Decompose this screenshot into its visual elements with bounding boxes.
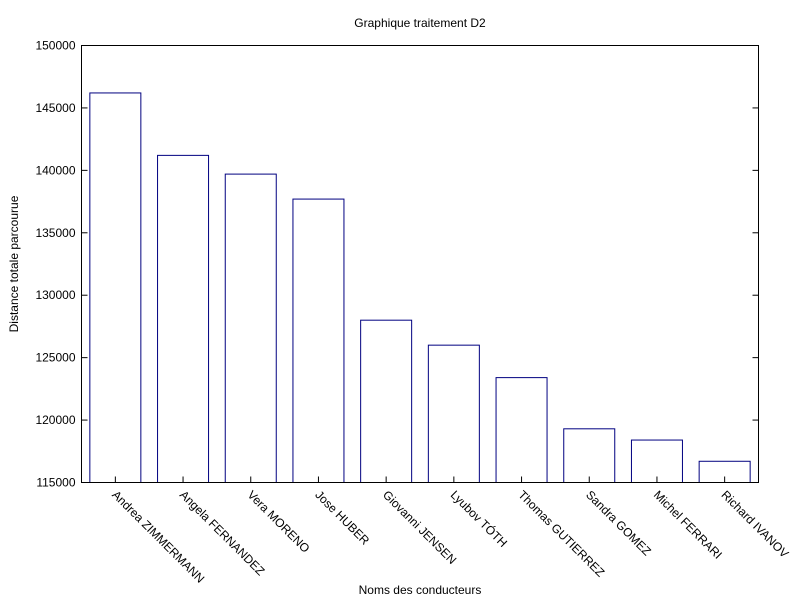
bar	[157, 154, 210, 483]
bar	[563, 428, 616, 484]
x-tick-label: Vera MORENO	[245, 488, 313, 556]
bar	[495, 377, 548, 483]
bar	[427, 344, 480, 483]
x-tick-label: Sandra GOMEZ	[583, 488, 654, 559]
x-axis-label: Noms des conducteurs	[359, 583, 482, 597]
plot-area: 115000 120000 125000 130000 135000 140000 1450…	[35, 39, 791, 586]
x-tick-label: Lyubov TÓTH	[448, 487, 511, 550]
bar	[224, 173, 277, 484]
plot-frame	[81, 45, 759, 483]
x-tick-label: Giovanni JENSEN	[380, 488, 459, 567]
bar	[292, 198, 345, 483]
x-tick-label: Jose HUBER	[312, 488, 372, 548]
bar	[360, 319, 413, 483]
y-tick-label: 120000	[35, 413, 75, 427]
x-tick-label: Michel FERRARI	[651, 488, 725, 562]
bar	[89, 92, 142, 484]
x-tick-label: Richard IVANOV	[719, 488, 792, 561]
y-tick-label: 125000	[35, 351, 75, 365]
y-tick-label: 130000	[35, 288, 75, 302]
y-tick-label: 115000	[36, 476, 75, 490]
y-axis-label: Distance totale parcourue	[7, 195, 21, 332]
y-tick-label: 140000	[35, 163, 75, 177]
y-tick-label: 145000	[35, 101, 75, 115]
y-tick-label: 150000	[35, 39, 75, 53]
bar	[630, 439, 683, 484]
chart-title: Graphique traitement D2	[354, 16, 486, 30]
y-tick-label: 135000	[35, 226, 75, 240]
